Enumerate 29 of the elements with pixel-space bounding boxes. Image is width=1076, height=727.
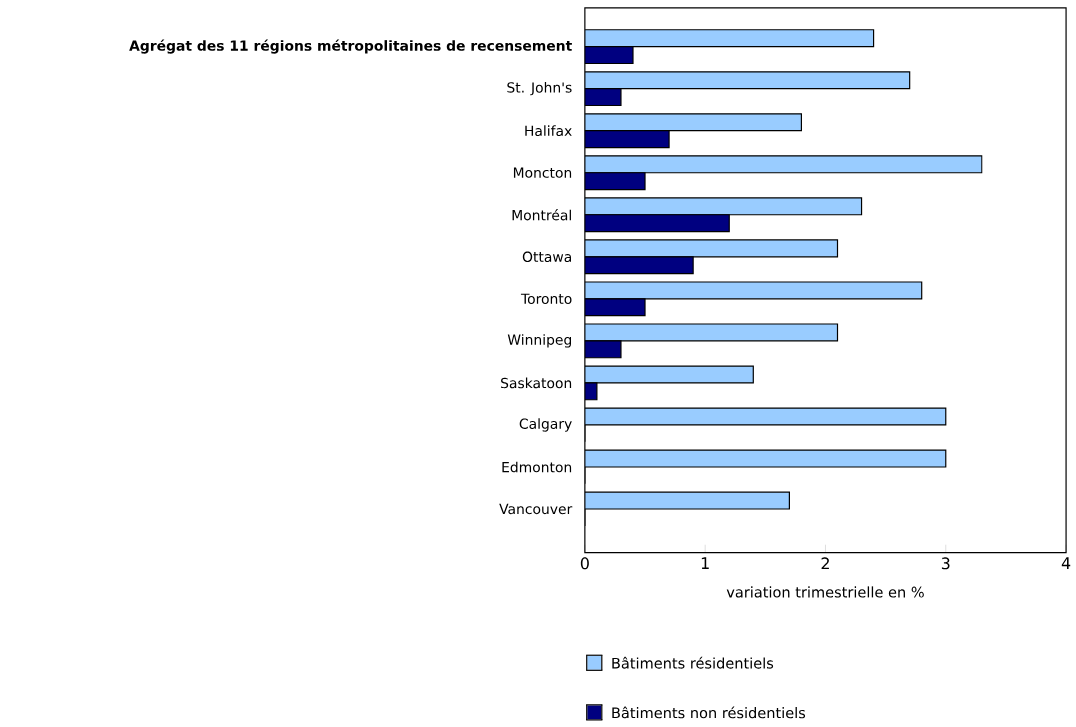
y-tick-label: Saskatoon <box>501 377 572 389</box>
y-tick-label: Montréal <box>512 208 571 221</box>
y-tick-label: Calgary <box>519 418 572 432</box>
bar <box>584 129 670 149</box>
x-tick-label: 1 <box>701 557 709 569</box>
x-tick-label: 3 <box>941 557 950 570</box>
y-tick-label: Edmonton <box>502 461 572 473</box>
legend-label: Bâtiments non résidentiels <box>612 706 806 719</box>
bar <box>584 172 646 191</box>
y-tick-label: Agrégat des 11 régions métropolitaines de recensement <box>129 39 572 54</box>
bar <box>584 29 875 48</box>
bar <box>584 298 646 317</box>
x-tick-label: 0 <box>580 557 589 570</box>
x-axis-title: variation trimestrielle en % <box>726 586 924 598</box>
y-tick-label: Toronto <box>520 293 572 304</box>
x-tick-label: 2 <box>821 557 829 569</box>
bar <box>584 113 803 132</box>
y-tick-label: Moncton <box>513 167 572 178</box>
y-tick-label: Vancouver <box>499 503 573 515</box>
bar <box>584 256 694 275</box>
y-tick-label: Ottawa <box>522 251 571 262</box>
y-tick-label: Winnipeg <box>507 334 572 348</box>
y-tick-label: Halifax <box>525 125 572 136</box>
legend-label: Bâtiments résidentiels <box>612 656 774 669</box>
x-tick-label: 4 <box>1061 557 1071 569</box>
y-tick-label: St. John's <box>507 81 572 96</box>
bar <box>584 71 911 90</box>
bar <box>584 214 730 233</box>
bar <box>584 45 634 64</box>
